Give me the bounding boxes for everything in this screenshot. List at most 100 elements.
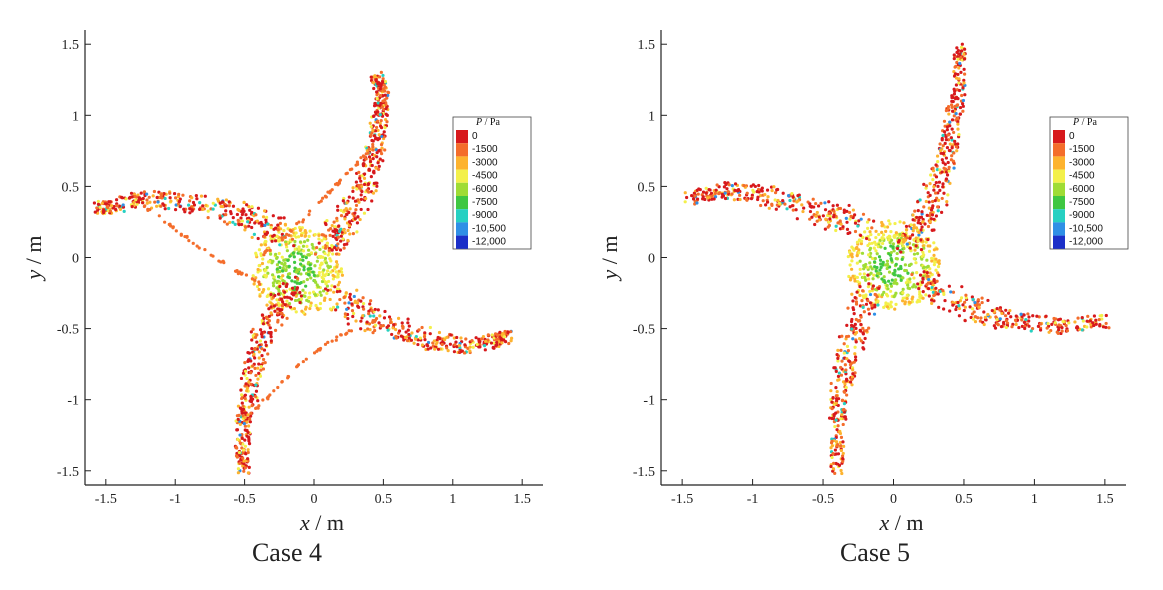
scatter-point <box>880 277 884 281</box>
scatter-point <box>201 204 205 208</box>
scatter-point <box>926 274 930 278</box>
scatter-point <box>1092 323 1096 327</box>
scatter-point <box>830 407 834 411</box>
scatter-point <box>293 266 297 270</box>
scatter-point <box>264 218 268 222</box>
scatter-point <box>893 234 897 238</box>
scatter-point <box>341 228 346 232</box>
scatter-point <box>948 142 952 146</box>
scatter-point <box>912 276 916 280</box>
scatter-point <box>932 188 936 192</box>
scatter-point <box>956 127 960 131</box>
scatter-point <box>765 188 770 192</box>
scatter-point <box>343 231 347 235</box>
scatter-point <box>962 67 966 71</box>
scatter-point <box>256 377 260 381</box>
scatter-point <box>960 285 964 289</box>
scatter-point <box>876 303 880 307</box>
scatter-point <box>930 256 934 260</box>
scatter-point <box>887 279 891 283</box>
scatter-point <box>937 273 941 277</box>
scatter-point <box>280 323 284 327</box>
scatter-point <box>383 79 387 84</box>
legend-label: 0 <box>472 131 478 142</box>
scatter-point <box>855 254 859 258</box>
scatter-point <box>326 190 330 194</box>
scatter-point <box>236 218 240 222</box>
scatter-point <box>252 232 256 236</box>
scatter-point <box>249 382 253 386</box>
scatter-point <box>844 335 849 339</box>
scatter-point <box>836 374 841 378</box>
scatter-point <box>370 199 374 203</box>
scatter-point <box>841 451 845 456</box>
scatter-points <box>683 42 1111 476</box>
scatter-point <box>324 280 329 284</box>
scatter-point <box>853 355 858 359</box>
scatter-point <box>293 298 298 303</box>
scatter-point <box>167 206 171 211</box>
scatter-point <box>291 251 295 255</box>
scatter-point <box>777 201 781 205</box>
scatter-point <box>889 289 893 293</box>
scatter-point <box>963 93 967 97</box>
scatter-point <box>889 256 893 261</box>
scatter-point <box>369 133 373 137</box>
legend-swatch <box>1053 209 1065 223</box>
scatter-point <box>350 302 354 306</box>
scatter-point <box>1053 321 1057 325</box>
scatter-point <box>698 187 702 192</box>
scatter-point <box>858 293 862 297</box>
scatter-point <box>763 193 767 197</box>
scatter-point <box>457 343 461 348</box>
scatter-point <box>316 307 320 312</box>
scatter-point <box>952 53 956 57</box>
scatter-point <box>371 148 375 152</box>
scatter-point <box>304 357 308 361</box>
scatter-point <box>288 228 292 233</box>
scatter-point <box>159 204 163 208</box>
scatter-point <box>944 177 948 181</box>
scatter-point <box>935 279 939 283</box>
scatter-point <box>340 273 345 277</box>
scatter-point <box>940 170 944 174</box>
scatter-point <box>912 252 917 256</box>
scatter-point <box>276 228 280 232</box>
scatter-point <box>273 293 277 298</box>
scatter-point <box>448 342 452 346</box>
scatter-point <box>938 188 942 192</box>
scatter-point <box>1100 317 1104 321</box>
scatter-point <box>139 197 143 201</box>
scatter-point <box>916 221 920 225</box>
scatter-point <box>912 257 916 261</box>
scatter-point <box>351 314 355 319</box>
scatter-point <box>877 286 881 290</box>
scatter-point <box>883 225 887 229</box>
scatter-point <box>961 303 965 307</box>
scatter-point <box>836 403 840 408</box>
scatter-point <box>846 306 850 310</box>
scatter-point <box>269 226 273 230</box>
scatter-point <box>353 199 358 203</box>
scatter-point <box>262 253 266 257</box>
scatter-point <box>489 341 494 345</box>
scatter-point <box>1004 308 1008 312</box>
scatter-point <box>758 194 763 198</box>
scatter-point <box>229 212 233 216</box>
scatter-point <box>894 262 898 266</box>
scatter-point <box>291 293 296 297</box>
scatter-point <box>148 200 152 204</box>
scatter-point <box>958 112 962 116</box>
scatter-point <box>914 236 918 240</box>
scatter-point <box>889 238 894 242</box>
scatter-point <box>134 198 138 202</box>
scatter-point <box>850 383 854 387</box>
scatter-point <box>279 216 283 220</box>
scatter-point <box>423 331 427 335</box>
scatter-point <box>370 138 374 143</box>
scatter-point <box>917 218 921 222</box>
scatter-point <box>323 252 327 256</box>
scatter-point <box>368 328 372 332</box>
scatter-point <box>870 256 875 261</box>
scatter-point <box>1067 321 1071 325</box>
